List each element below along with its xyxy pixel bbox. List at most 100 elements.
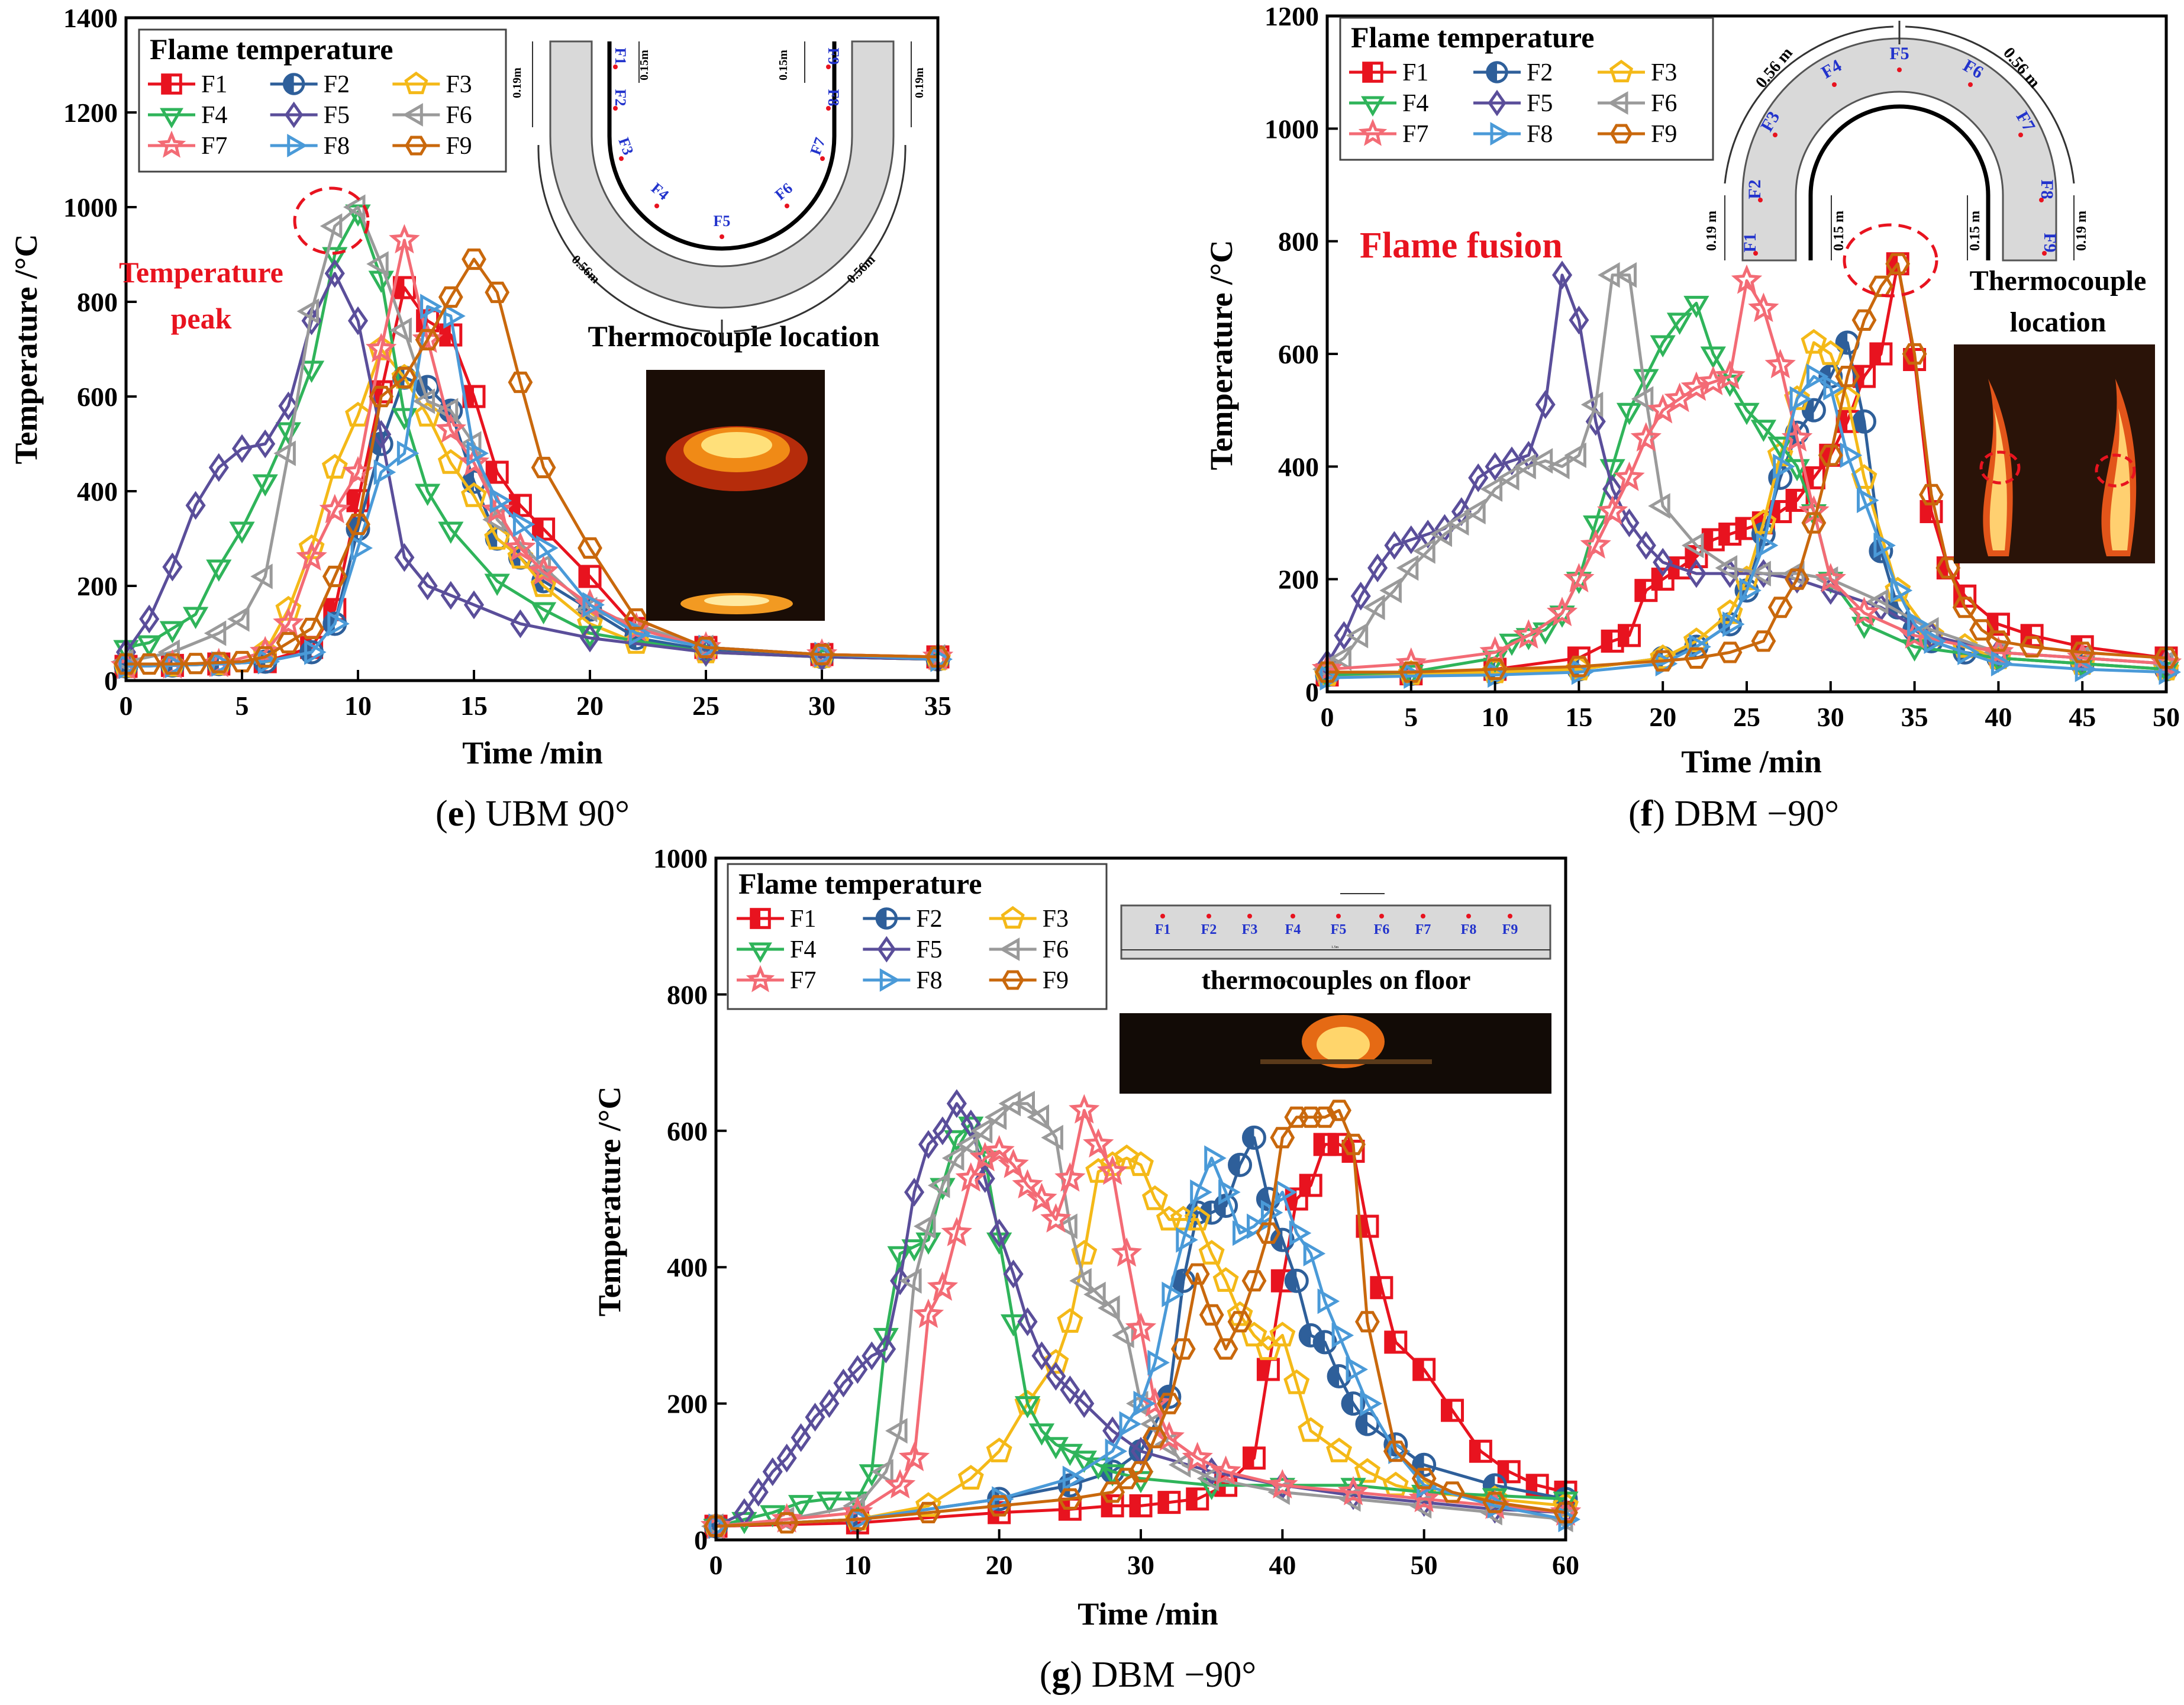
plot-e-point-F9-19 xyxy=(578,537,602,559)
plot-e-point-F7-13 xyxy=(481,494,513,524)
plot-e-legend-marker-F4 xyxy=(160,108,183,128)
plot-f-point-F4-10 xyxy=(1616,402,1643,426)
plot-f-point-F7-3 xyxy=(1513,619,1544,649)
plot-e-point-F8-4 xyxy=(304,639,327,665)
plot-g-point-F5-10 xyxy=(862,1341,882,1371)
inset-e-labels-11: 0.15m xyxy=(777,50,790,80)
plot-g-point-F5-22 xyxy=(1031,1341,1052,1371)
plot-g-point-F5-8 xyxy=(833,1368,854,1398)
plot-f-point-F9-2 xyxy=(1482,658,1508,680)
plot-e-point-F6-9 xyxy=(366,251,389,277)
plot-e-point-F8-10 xyxy=(443,303,466,329)
plot-g-point-F1-7-fill xyxy=(1187,1488,1198,1509)
plot-e-point-F9-6 xyxy=(253,646,278,668)
plot-f-point-F3-8 xyxy=(1750,509,1777,534)
plot-f-point-F9-23 xyxy=(2070,642,2095,663)
plot-g-point-F9-20 xyxy=(1298,1106,1324,1128)
plot-f-point-F7-6 xyxy=(1580,529,1611,559)
plot-g-point-F6-3 xyxy=(871,1459,893,1485)
plot-f-point-F7-12 xyxy=(1680,371,1712,401)
plot-f-point-F8-21 xyxy=(2075,656,2098,682)
inset-g-labels-dot-4 xyxy=(1336,914,1341,918)
plot-e-point-F8-5 xyxy=(327,611,350,637)
inset-floor-spacing-label: 0.15m xyxy=(1279,980,1289,984)
plot-f-point-F7-21 xyxy=(1849,597,1880,627)
plot-g-point-F5-25 xyxy=(1074,1389,1095,1418)
inset-e-labels-8: F9 xyxy=(825,48,842,65)
plot-f-point-F9-1 xyxy=(1398,661,1424,683)
plot-e-point-F4-8 xyxy=(298,360,325,383)
plot-g-point-F9-16 xyxy=(1241,1270,1267,1292)
plot-g-point-F3-24 xyxy=(1298,1417,1324,1442)
plot-e-point-F8-8 xyxy=(396,440,420,466)
plot-g-point-F4-12 xyxy=(944,1130,970,1153)
plot-f-point-F7-16 xyxy=(1748,292,1779,323)
plot-f-legend-marker-F2-fill xyxy=(1487,62,1497,82)
plot-e-legend-item-F8: F8 xyxy=(270,133,350,160)
temperature-peak-label-2: peak xyxy=(171,302,232,335)
inset-e-labels-dot-7 xyxy=(826,106,831,111)
plot-g-point-F5-26 xyxy=(1102,1416,1123,1446)
plot-g-legend-marker-F5 xyxy=(877,936,896,963)
plot-e-ytick-label-7: 1400 xyxy=(63,3,118,33)
plot-e-line-F3 xyxy=(125,347,938,668)
plot-g-point-F8-0 xyxy=(708,1513,731,1539)
plot-g-point-F7-18 xyxy=(1097,1155,1128,1185)
plot-f-point-F6-23 xyxy=(1749,560,1771,586)
plot-f-point-F7-9 xyxy=(1630,422,1662,452)
plot-f-point-F5-13 xyxy=(1535,390,1556,420)
plot-g-point-F6-7 xyxy=(927,1172,950,1198)
inset-f-labels-0: F1 xyxy=(1740,233,1760,252)
plot-f-legend-marker-F1-fill xyxy=(1363,63,1373,82)
plot-e-point-F9-15 xyxy=(462,248,486,270)
plot-g-point-F5-3 xyxy=(762,1457,783,1487)
plot-f-legend-label-F4: F4 xyxy=(1402,90,1428,117)
plot-e-point-F7-9 xyxy=(389,224,420,254)
plot-g-point-F5-21 xyxy=(1017,1307,1038,1336)
plot-f-legend-item-F9: F9 xyxy=(1598,121,1677,148)
plot-e-point-F9-20 xyxy=(624,608,649,630)
plot-g-point-F5-5 xyxy=(791,1423,811,1452)
plot-g-point-F9-19 xyxy=(1284,1106,1309,1128)
plot-g-legend-item-F6: F6 xyxy=(989,936,1069,963)
plot-f-point-F8-6 xyxy=(1722,611,1745,637)
plot-g-point-F1-21-fill xyxy=(1442,1400,1453,1421)
plot-g-legend-marker-F8 xyxy=(879,968,901,992)
inset-g-labels-8: F9 xyxy=(1502,922,1518,937)
plot-f-point-F9-5 xyxy=(1684,647,1709,669)
plot-g-point-F3-15 xyxy=(1170,1206,1196,1231)
plot-f-ytick-label-1: 200 xyxy=(1278,565,1319,595)
plot-g-line-F9 xyxy=(715,1108,1566,1528)
plot-f-xtick-label-2: 10 xyxy=(1482,702,1509,732)
plot-g-point-F9-22 xyxy=(1327,1100,1351,1121)
plot-g-point-F5-12 xyxy=(890,1266,911,1295)
plot-f-legend-item-F2: F2 xyxy=(1473,59,1553,86)
plot-e-point-F5-12 xyxy=(394,543,415,572)
inset-e-labels-9: 0.19m xyxy=(511,67,524,98)
plot-g-legend-title: Flame temperature xyxy=(738,867,982,900)
plot-e-point-F1-12-fill xyxy=(487,462,498,482)
plot-f-point-F6-2 xyxy=(1346,623,1369,649)
plot-g-legend-item-F1: F1 xyxy=(737,905,816,933)
plot-e-point-F4-4 xyxy=(206,559,232,582)
plot-f-legend-marker-F3 xyxy=(1609,59,1634,83)
plot-g-point-F7-12 xyxy=(1012,1169,1043,1199)
plot-e-point-F9-10 xyxy=(346,513,370,536)
plot-g-point-F3-6 xyxy=(1043,1349,1069,1374)
plot-g-legend-label-F8: F8 xyxy=(916,967,942,994)
plot-g-point-F6-15 xyxy=(1041,1124,1063,1150)
plot-f-point-F8-12 xyxy=(1823,375,1846,401)
plot-g-point-F4-18 xyxy=(1028,1423,1055,1446)
plot-e-ytick-label-1: 200 xyxy=(77,571,118,601)
plot-e-point-F6-4 xyxy=(250,563,273,589)
plot-f-point-F9-24 xyxy=(2154,647,2179,669)
inset-g-labels-dot-8 xyxy=(1508,914,1512,918)
plot-g-point-F8-4 xyxy=(1105,1438,1128,1464)
plot-f-point-F7-4 xyxy=(1546,597,1578,627)
plot-g-point-F2-11-fill xyxy=(1229,1154,1240,1176)
plot-g-legend-marker-F6 xyxy=(999,937,1020,961)
plot-g-point-F1-22-fill xyxy=(1470,1441,1481,1462)
plot-e-legend-marker-F8 xyxy=(287,134,308,157)
plot-g-point-F9-3 xyxy=(916,1501,941,1523)
plot-g-point-F7-24 xyxy=(1210,1455,1241,1485)
